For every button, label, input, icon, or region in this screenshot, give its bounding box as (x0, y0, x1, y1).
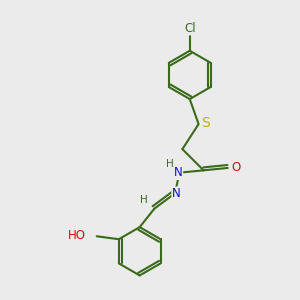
Text: H: H (166, 159, 174, 169)
Text: N: N (174, 166, 182, 179)
Text: H: H (140, 195, 148, 205)
Text: HO: HO (68, 229, 85, 242)
Text: N: N (172, 188, 181, 200)
Text: Cl: Cl (184, 22, 196, 34)
Text: O: O (231, 161, 241, 175)
Text: S: S (201, 116, 209, 130)
